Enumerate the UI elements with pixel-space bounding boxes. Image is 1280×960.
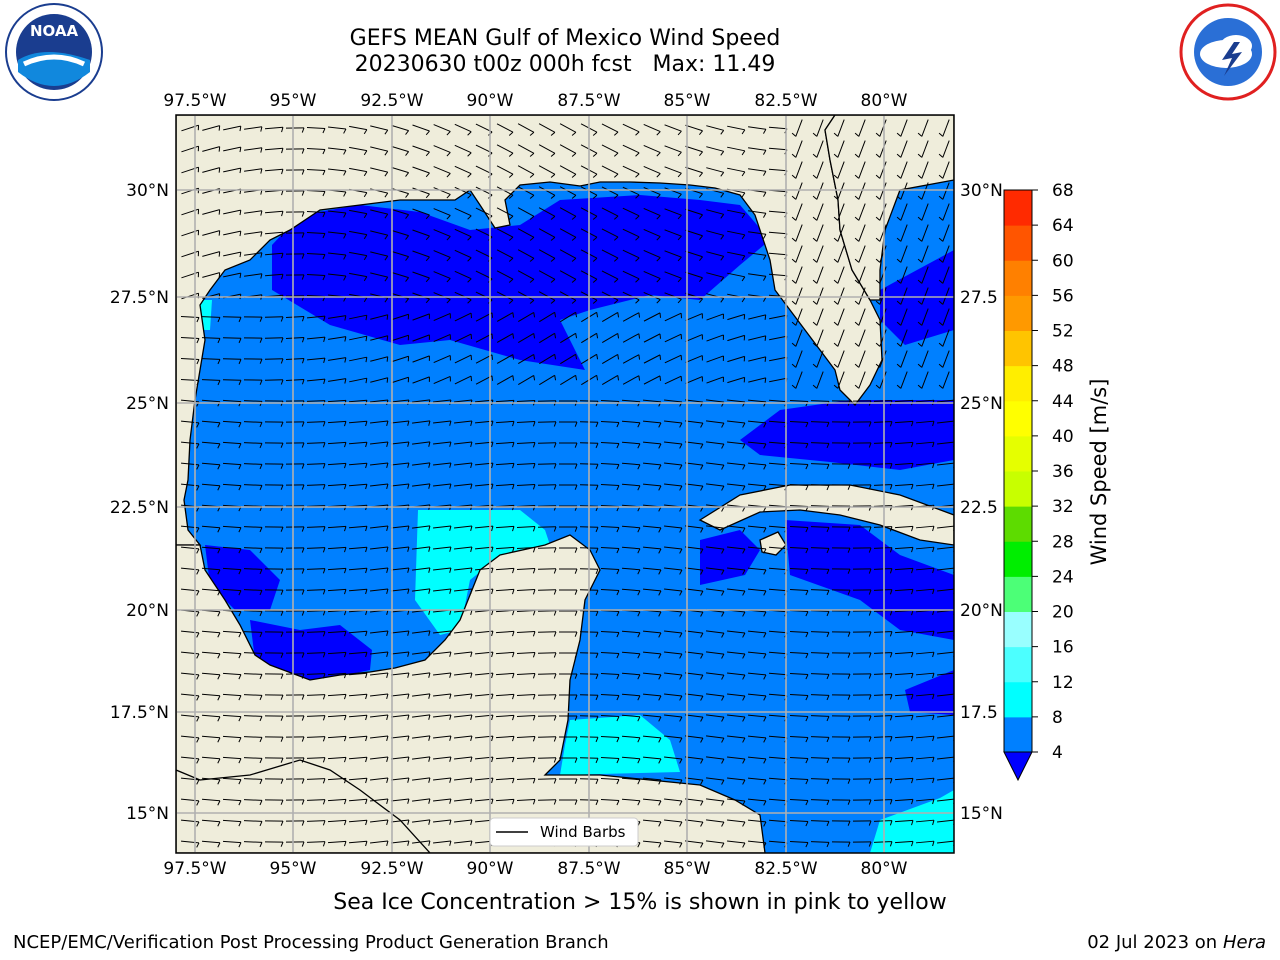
- colorbar-tick-label: 48: [1052, 357, 1074, 377]
- colorbar-segment: [1004, 541, 1032, 577]
- colorbar-segment: [1004, 646, 1032, 683]
- colorbar-tick-label: 44: [1052, 392, 1074, 412]
- colorbar-segment: [1004, 400, 1032, 437]
- map-gridlines: [176, 115, 954, 853]
- colorbar-segment: [1004, 576, 1032, 612]
- lon-label-bottom: 95°W: [270, 859, 317, 879]
- colorbar-tick-label: 32: [1052, 497, 1074, 517]
- lon-label-bottom: 85°W: [664, 859, 711, 879]
- colorbar-segment: [1004, 681, 1032, 718]
- lon-label-top: 90°W: [467, 91, 514, 111]
- lat-label-left: 20°N: [126, 601, 169, 621]
- lon-label-bottom: 80°W: [861, 859, 908, 879]
- lat-label-left: 27.5°N: [110, 288, 169, 308]
- lat-label-right: 17.5: [960, 703, 998, 723]
- latitude-labels-right: 30°N 27.5 25°N 22.5 20°N 17.5 15°N: [960, 181, 1003, 824]
- colorbar-segment: [1004, 365, 1032, 402]
- land-us-mexico-north: [176, 115, 883, 546]
- colorbar-tick-label: 16: [1052, 638, 1074, 658]
- colorbar-tick-label: 28: [1052, 532, 1074, 552]
- colorbar-segment: [1004, 330, 1032, 367]
- colorbar-segment: [1004, 260, 1032, 296]
- lon-label-bottom: 90°W: [467, 859, 514, 879]
- date-text: 02 Jul 2023 on Hera: [1087, 932, 1266, 953]
- colorbar-tick-label: 40: [1052, 427, 1074, 447]
- land-florida: [824, 115, 954, 301]
- colorbar: 68 64 60 56 52 48 44 40 36 32 28 24 20 16 12 8 4: [1003, 181, 1074, 782]
- lat-label-left: 17.5°N: [110, 703, 169, 723]
- colorbar-tick-label: 4: [1052, 743, 1063, 763]
- colorbar-extend-arrow: [1003, 751, 1033, 782]
- nws-logo-icon: [1179, 3, 1277, 101]
- wind-barbs: [180, 119, 954, 848]
- colorbar-tick-label: 12: [1052, 673, 1074, 693]
- credit-text: NCEP/EMC/Verification Post Processing Pr…: [13, 932, 609, 953]
- lat-label-right: 20°N: [960, 601, 1003, 621]
- colorbar-segment: [1004, 225, 1032, 261]
- sea-ice-note: Sea Ice Concentration > 15% is shown in …: [333, 890, 947, 915]
- colorbar-segment: [1004, 611, 1032, 648]
- legend-label: Wind Barbs: [540, 823, 626, 841]
- colorbar-segment: [1004, 435, 1032, 472]
- lon-label-bottom: 87.5°W: [557, 859, 620, 879]
- colorbar-segment: [1004, 190, 1032, 226]
- lon-label-bottom: 82.5°W: [754, 859, 817, 879]
- noaa-logo-text: NOAA: [30, 22, 79, 40]
- host-name: Hera: [1222, 932, 1266, 953]
- lon-label-top: 95°W: [270, 91, 317, 111]
- colorbar-segment: [1004, 716, 1032, 753]
- lat-label-left: 30°N: [126, 181, 169, 201]
- colorbar-segment: [1004, 506, 1032, 542]
- colorbar-tick-label: 20: [1052, 603, 1074, 623]
- colorbar-tick-label: 68: [1052, 181, 1074, 201]
- lat-label-right: 15°N: [960, 804, 1003, 824]
- lat-label-right: 27.5: [960, 288, 998, 308]
- colorbar-tick-label: 36: [1052, 462, 1074, 482]
- lat-label-right: 25°N: [960, 394, 1003, 414]
- lon-label-top: 85°W: [664, 91, 711, 111]
- colorbar-tick-label: 8: [1052, 708, 1063, 728]
- map-title: GEFS MEAN Gulf of Mexico Wind Speed 2023…: [0, 26, 1130, 78]
- longitude-labels-bottom: 97.5°W 95°W 92.5°W 90°W 87.5°W 85°W 82.5°W 80°W: [163, 859, 907, 879]
- colorbar-segment: [1004, 471, 1032, 507]
- colorbar-tick-label: 24: [1052, 567, 1074, 587]
- lon-label-top: 92.5°W: [360, 91, 423, 111]
- lon-label-top: 82.5°W: [754, 91, 817, 111]
- lon-label-top: 80°W: [861, 91, 908, 111]
- land-isla-juventud: [759, 531, 787, 556]
- colorbar-label: Wind Speed [m/s]: [1087, 379, 1111, 566]
- lon-label-top: 97.5°W: [163, 91, 226, 111]
- noaa-logo-icon: NOAA: [5, 3, 103, 101]
- lat-label-left: 15°N: [126, 804, 169, 824]
- map-area: [176, 115, 954, 853]
- lon-label-top: 87.5°W: [557, 91, 620, 111]
- colorbar-segment: [1004, 295, 1032, 331]
- map-legend: Wind Barbs: [489, 817, 639, 847]
- longitude-labels-top: 97.5°W 95°W 92.5°W 90°W 87.5°W 85°W 82.5°W 80°W: [163, 91, 907, 111]
- latitude-labels-left: 30°N 27.5°N 25°N 22.5°N 20°N 17.5°N 15°N: [110, 181, 169, 824]
- lat-label-right: 30°N: [960, 181, 1003, 201]
- lon-label-bottom: 97.5°W: [163, 859, 226, 879]
- colorbar-tick-label: 52: [1052, 322, 1074, 342]
- colorbar-tick-label: 64: [1052, 216, 1074, 236]
- date-value: 02 Jul 2023 on: [1087, 932, 1218, 953]
- colorbar-tick-label: 60: [1052, 251, 1074, 271]
- colorbar-tick-label: 56: [1052, 286, 1074, 306]
- title-line-2: 20230630 t00z 000h fcst Max: 11.49: [354, 52, 776, 77]
- title-line-1: GEFS MEAN Gulf of Mexico Wind Speed: [349, 26, 781, 51]
- lat-label-left: 25°N: [126, 394, 169, 414]
- lon-label-bottom: 92.5°W: [360, 859, 423, 879]
- map-frame: [175, 114, 955, 854]
- lat-label-left: 22.5°N: [110, 498, 169, 518]
- lat-label-right: 22.5: [960, 498, 998, 518]
